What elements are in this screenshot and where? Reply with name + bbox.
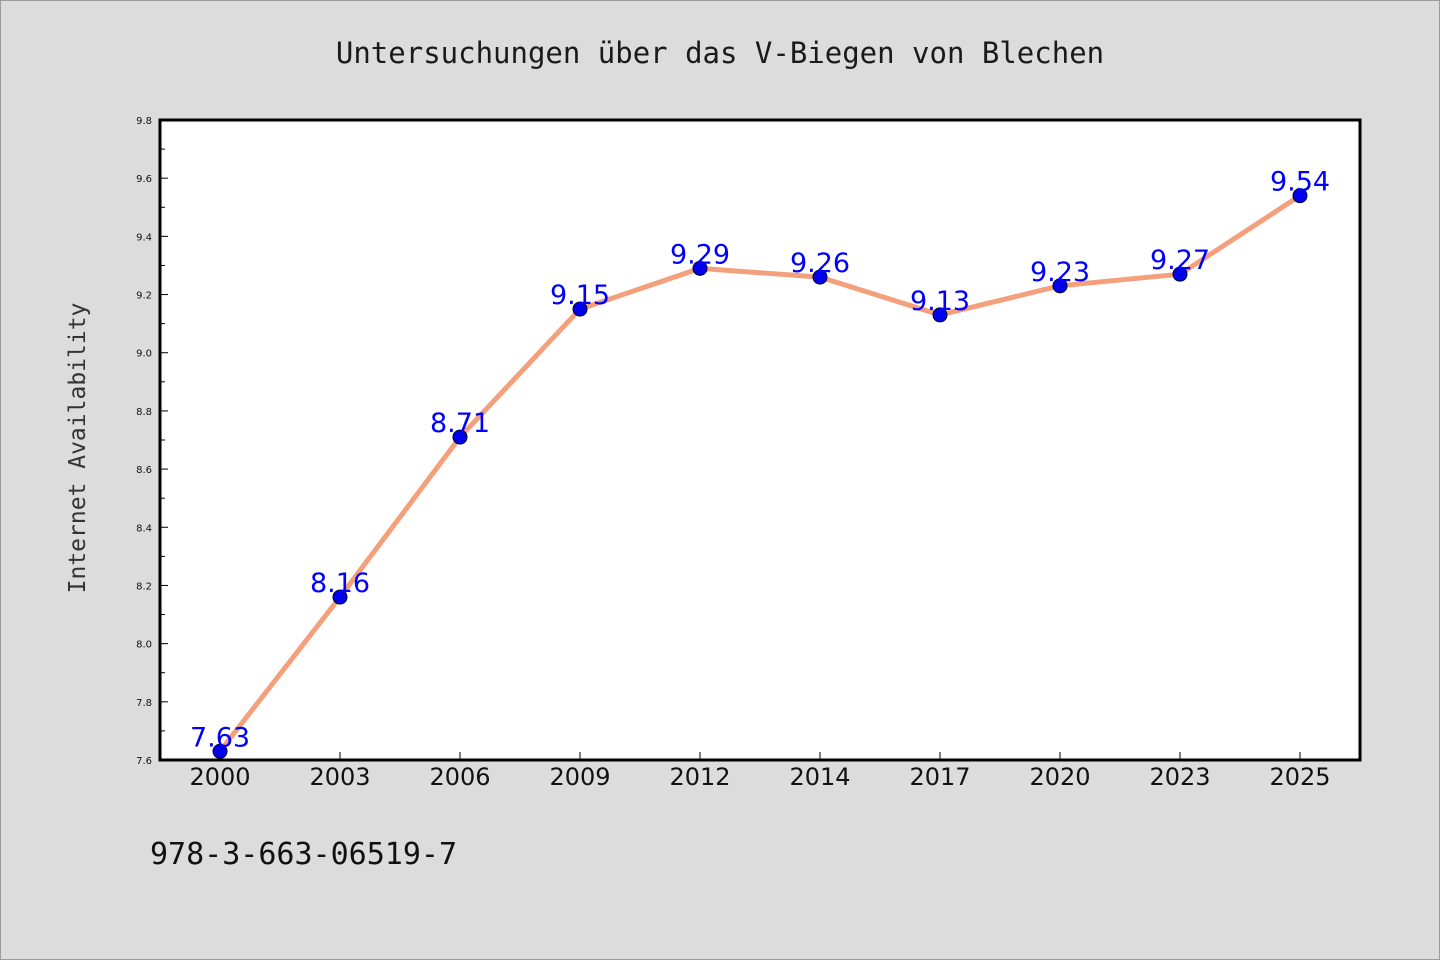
y-axis-label: Internet Availability bbox=[65, 303, 91, 594]
data-value-label: 9.15 bbox=[550, 280, 610, 311]
y-tick-label: 9.0 bbox=[136, 349, 152, 360]
data-point-marker bbox=[452, 429, 468, 445]
y-tick-label: 8.6 bbox=[136, 465, 152, 476]
data-value-label: 8.71 bbox=[430, 408, 490, 439]
y-tick-label: 8.8 bbox=[136, 407, 152, 418]
data-point-marker bbox=[1172, 266, 1188, 282]
y-tick-label: 7.6 bbox=[136, 756, 152, 767]
data-point-marker bbox=[1052, 278, 1068, 294]
data-labels: 7.63 8.16 8.71 9.15 9.29 9.26 9.13 9.23 9.27 9.54 bbox=[190, 167, 1330, 754]
series-price-line bbox=[217, 193, 1303, 754]
y-tick-label: 8.0 bbox=[136, 640, 152, 651]
x-tick-label: 2023 bbox=[1149, 763, 1210, 791]
x-tick-label: 2025 bbox=[1269, 763, 1330, 791]
x-tick-label: 2009 bbox=[549, 763, 610, 791]
x-tick-label: 2014 bbox=[789, 763, 850, 791]
x-tick-label: 2003 bbox=[309, 763, 370, 791]
y-tick-label: 9.2 bbox=[136, 291, 152, 302]
data-point-marker bbox=[812, 269, 828, 285]
data-value-label: 9.29 bbox=[670, 239, 730, 270]
data-point-marker bbox=[212, 743, 228, 759]
isbn-footer: 978-3-663-06519-7 bbox=[150, 837, 457, 872]
chart-title: Untersuchungen über das V-Biegen von Ble… bbox=[336, 36, 1104, 70]
data-value-label: 9.54 bbox=[1270, 167, 1330, 198]
data-point-marker bbox=[692, 260, 708, 276]
y-tick-label: 9.4 bbox=[136, 232, 152, 243]
x-tick-label: 2020 bbox=[1029, 763, 1090, 791]
data-value-label: 9.13 bbox=[910, 286, 970, 317]
y-tick-label: 8.4 bbox=[136, 523, 152, 534]
y-tick-label: 9.6 bbox=[136, 174, 152, 185]
data-value-label: 9.23 bbox=[1030, 257, 1090, 288]
data-value-label: 9.27 bbox=[1150, 245, 1210, 276]
y-tick-label: 8.2 bbox=[136, 581, 152, 592]
y-axis-ticks: 7.6 7.8 8.0 8.2 8.4 8.6 8.8 9.0 9.2 9.4 9.6 9.8 bbox=[136, 116, 168, 767]
plot-area bbox=[158, 118, 1362, 762]
x-tick-label: 2000 bbox=[189, 763, 250, 791]
y-tick-label: 7.8 bbox=[136, 698, 152, 709]
data-point-marker bbox=[332, 589, 348, 605]
x-axis-ticks: 2000 2003 2006 2009 2012 2014 2017 2020 2023 2025 bbox=[189, 752, 1331, 791]
data-point-marker bbox=[1292, 188, 1308, 204]
data-point-marker bbox=[932, 307, 948, 323]
x-tick-label: 2012 bbox=[669, 763, 730, 791]
series-line bbox=[217, 193, 1303, 754]
data-value-label: 7.63 bbox=[190, 722, 250, 753]
data-value-label: 9.26 bbox=[790, 248, 850, 279]
x-tick-label: 2006 bbox=[429, 763, 490, 791]
data-point-marker bbox=[572, 301, 588, 317]
data-markers bbox=[212, 188, 1308, 759]
data-value-label: 8.16 bbox=[310, 568, 370, 599]
x-tick-label: 2017 bbox=[909, 763, 970, 791]
y-tick-label: 9.8 bbox=[136, 116, 152, 127]
